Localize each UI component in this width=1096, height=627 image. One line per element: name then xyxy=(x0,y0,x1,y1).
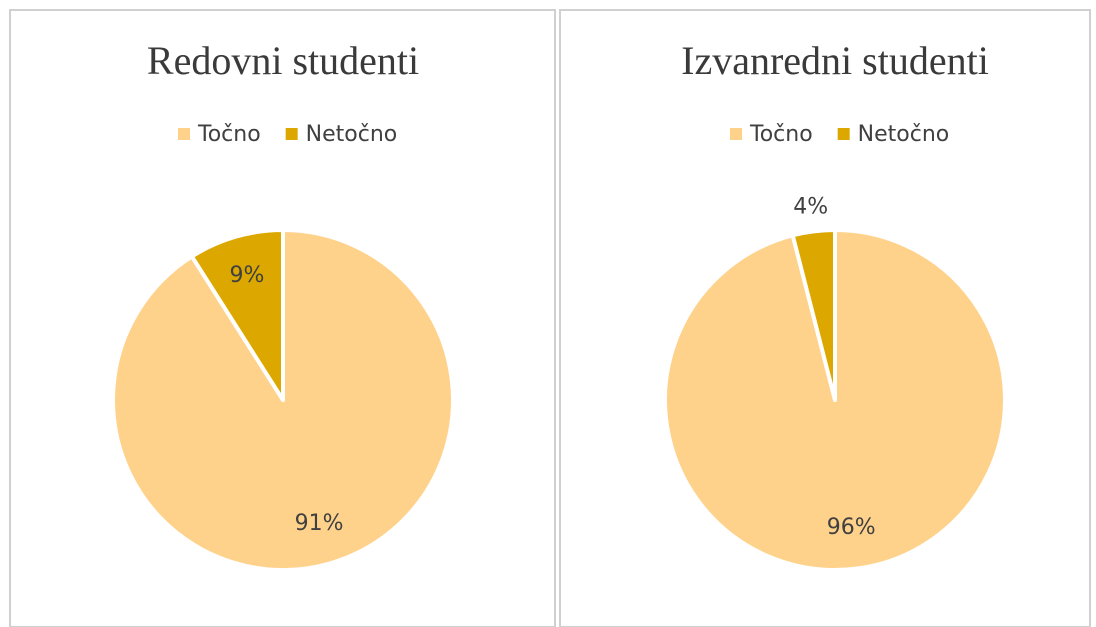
pie-slice xyxy=(790,228,837,402)
data-label: 9% xyxy=(230,263,265,288)
legend-label: Netočno xyxy=(306,122,398,147)
data-label: 96% xyxy=(827,515,876,540)
legend-swatch xyxy=(178,128,190,140)
pie-slice xyxy=(189,228,285,402)
legend-swatch xyxy=(285,128,298,140)
panel xyxy=(559,9,1091,627)
legend-label: Točno xyxy=(749,122,813,147)
pie-slice xyxy=(111,228,455,572)
legend-label: Točno xyxy=(197,122,261,147)
data-label: 91% xyxy=(295,511,344,536)
chart-title: Izvanredni studenti xyxy=(681,38,989,83)
data-label: 4% xyxy=(793,195,828,220)
chart-title: Redovni studenti xyxy=(147,38,419,83)
panel xyxy=(9,9,556,627)
pie-slice xyxy=(663,228,1007,572)
legend-swatch xyxy=(837,128,850,140)
legend-swatch xyxy=(730,128,742,140)
legend-label: Netočno xyxy=(858,122,950,147)
